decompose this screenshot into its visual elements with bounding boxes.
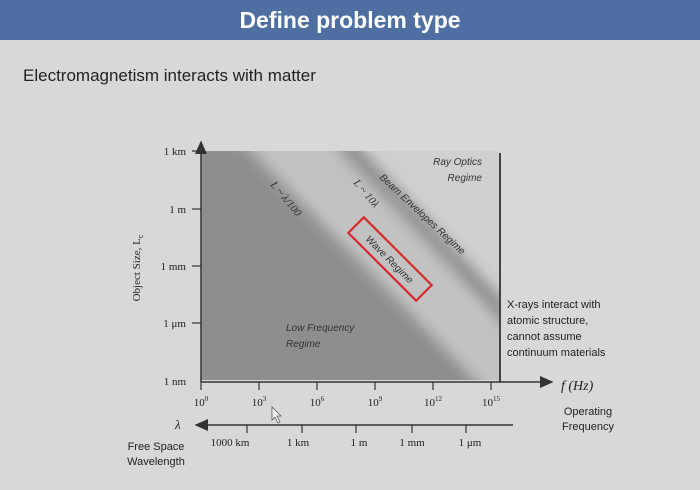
ray-optics-regime-label: Ray Optics xyxy=(433,157,482,168)
low-frequency-regime-label: Regime xyxy=(286,339,321,350)
low-frequency-regime-label: Low Frequency xyxy=(286,323,355,334)
beam-envelopes-band xyxy=(340,151,500,319)
x-tick-label: 106 xyxy=(310,395,325,409)
x-ticks: 100 103 106 109 1012 1015 xyxy=(194,382,501,409)
x-tick-label: 1015 xyxy=(482,395,501,409)
y-axis-label: Object Size, Lc xyxy=(131,234,145,301)
y-tick-label: 1 mm xyxy=(161,261,187,273)
operating-frequency-label: Frequency xyxy=(562,421,614,433)
x-tick-label: 1012 xyxy=(424,395,443,409)
slide-subtitle: Electromagnetism interacts with matter xyxy=(23,66,316,85)
y-ticks: 1 km 1 m 1 mm 1 μm 1 nm xyxy=(161,146,201,388)
y-tick-label: 1 nm xyxy=(164,376,187,388)
low-frequency-region xyxy=(201,151,476,380)
y-tick-label: 1 m xyxy=(169,204,186,216)
wavelength-label: Free Space xyxy=(128,441,185,453)
wavelength-ticks: 1000 km 1 km 1 m 1 mm 1 μm xyxy=(211,425,482,449)
wavelength-tick-label: 1 km xyxy=(287,437,310,449)
y-tick-label: 1 μm xyxy=(163,318,186,330)
mouse-cursor-icon xyxy=(271,406,282,424)
wavelength-label: Wavelength xyxy=(127,456,185,468)
xray-note-line: X-rays interact with xyxy=(507,299,601,311)
regime-shading xyxy=(201,151,500,380)
title-bar: Define problem type xyxy=(0,0,700,40)
xray-note-line: atomic structure, xyxy=(507,315,588,327)
wavelength-tick-label: 1 mm xyxy=(399,437,425,449)
y-tick-label: 1 km xyxy=(164,146,187,158)
x-tick-label: 100 xyxy=(194,395,209,409)
wavelength-tick-label: 1 μm xyxy=(459,437,482,449)
x-tick-label: 109 xyxy=(368,395,383,409)
ray-optics-regime-label: Regime xyxy=(448,173,483,184)
x-tick-label: 103 xyxy=(252,395,267,409)
x-axis-label: f (Hz) xyxy=(561,379,594,394)
slide-title: Define problem type xyxy=(239,7,461,33)
xray-note-line: continuum materials xyxy=(507,347,606,359)
operating-frequency-label: Operating xyxy=(564,406,612,418)
wavelength-tick-label: 1 m xyxy=(351,437,368,449)
wavelength-tick-label: 1000 km xyxy=(211,437,250,449)
xray-note-line: cannot assume xyxy=(507,331,582,343)
wavelength-symbol: λ xyxy=(174,417,181,432)
